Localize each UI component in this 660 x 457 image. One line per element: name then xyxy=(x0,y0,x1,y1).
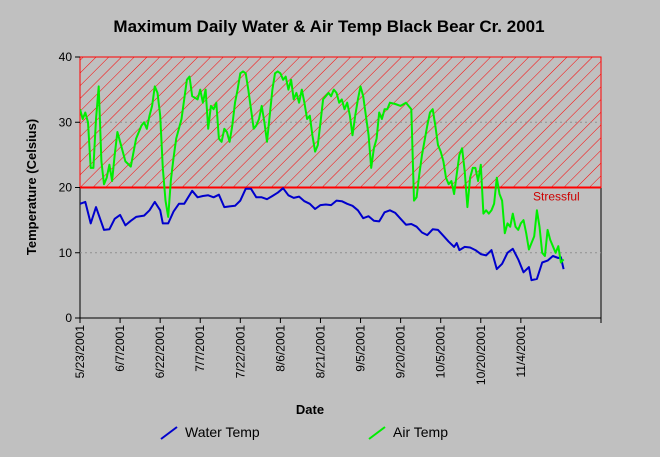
y-tick-label: 40 xyxy=(59,50,73,64)
x-tick-label: 8/21/2001 xyxy=(313,325,327,379)
x-tick-label: 5/23/2001 xyxy=(73,325,87,379)
y-tick-label: 20 xyxy=(59,181,73,195)
y-tick-label: 10 xyxy=(59,246,73,260)
y-axis-ticks: 0 10 20 30 40 xyxy=(59,50,80,325)
x-axis-title: Date xyxy=(296,402,324,417)
legend-item-water-temp: Water Temp xyxy=(160,424,260,440)
x-tick-label: 10/20/2001 xyxy=(474,325,488,385)
legend-item-air-temp: Air Temp xyxy=(368,424,448,440)
x-tick-label: 11/4/2001 xyxy=(514,325,528,378)
y-tick-label: 0 xyxy=(65,311,72,325)
legend-label-air-temp: Air Temp xyxy=(393,424,448,440)
y-axis-title: Temperature (Celsius) xyxy=(24,119,39,255)
x-tick-label: 8/6/2001 xyxy=(273,325,287,372)
x-tick-label: 6/7/2001 xyxy=(113,325,127,372)
chart-title: Maximum Daily Water & Air Temp Black Bea… xyxy=(113,17,544,36)
x-tick-label: 9/5/2001 xyxy=(354,325,368,372)
x-tick-label: 9/20/2001 xyxy=(394,325,408,379)
x-tick-label: 6/22/2001 xyxy=(153,325,167,379)
water-temp-line xyxy=(80,187,565,282)
legend-swatch-air-temp xyxy=(368,426,386,440)
y-tick-label: 30 xyxy=(59,115,73,129)
x-tick-label: 10/5/2001 xyxy=(434,325,448,379)
air-temp-line xyxy=(80,70,565,264)
x-tick-label: 7/7/2001 xyxy=(193,325,207,372)
grid-lines xyxy=(80,121,601,254)
legend-swatch-water-temp xyxy=(160,426,178,440)
legend-label-water-temp: Water Temp xyxy=(185,424,260,440)
x-axis-ticks: 5/23/2001 6/7/2001 6/22/2001 7/7/2001 7/22/2… xyxy=(73,318,602,385)
x-tick-label: 7/22/2001 xyxy=(233,325,247,379)
legend: Water Temp Air Temp xyxy=(160,424,448,440)
stress-label: Stressful xyxy=(533,190,580,204)
